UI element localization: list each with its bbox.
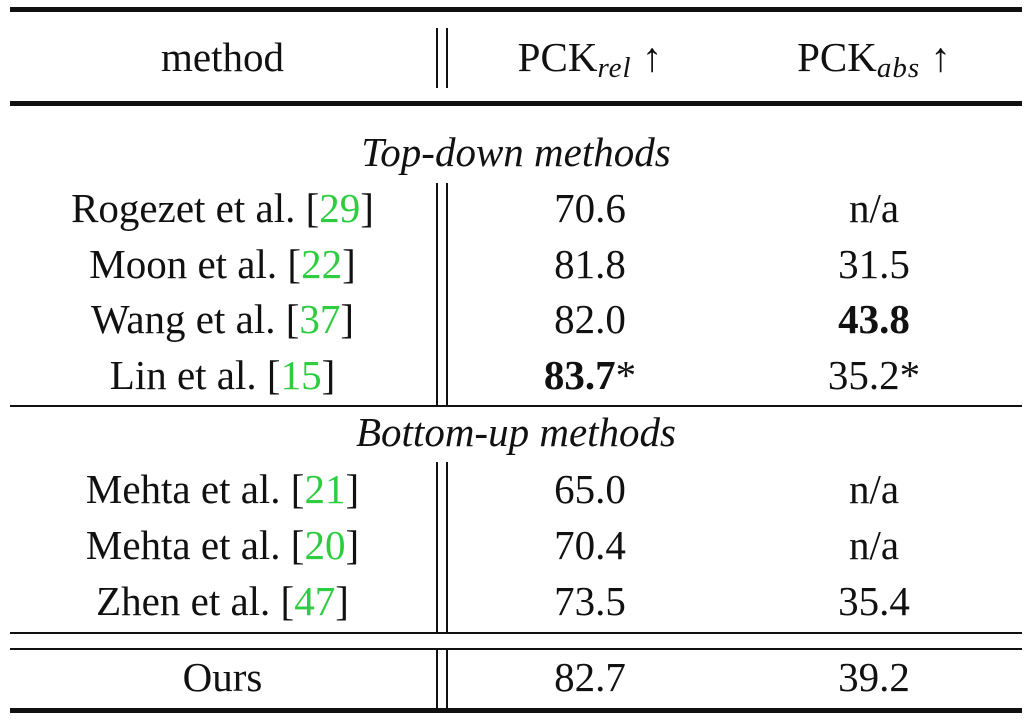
header-method: method xyxy=(161,34,284,80)
header-pck-rel: PCKrel ↑ xyxy=(517,34,663,84)
row-method: Rogezet et al. [29] xyxy=(71,185,374,231)
row-method: Mehta et al. [20] xyxy=(85,522,360,568)
vsep-top-left xyxy=(436,183,438,405)
citation-link[interactable]: 29 xyxy=(319,185,361,231)
section-title-bottom-up: Bottom-up methods xyxy=(356,409,676,455)
section-title-top-down: Top-down methods xyxy=(361,129,671,175)
row-pck-rel: 73.5 xyxy=(554,578,626,624)
citation-link[interactable]: 37 xyxy=(299,296,341,342)
vsep-bottom-left xyxy=(436,462,438,633)
citation-link[interactable]: 15 xyxy=(280,352,322,398)
citation-link[interactable]: 22 xyxy=(301,241,343,287)
ours-method: Ours xyxy=(182,654,263,700)
vsep-top-right xyxy=(446,183,448,405)
vsep-header-left xyxy=(436,28,438,88)
row-pck-rel: 70.6 xyxy=(554,185,626,231)
row-pck-rel: 70.4 xyxy=(554,522,626,568)
ours-pck-abs: 39.2 xyxy=(838,654,910,700)
vsep-bottom-right xyxy=(446,462,448,633)
bottom-rule xyxy=(10,708,1022,713)
header-rule xyxy=(10,101,1022,106)
top-rule xyxy=(10,7,1022,12)
row-pck-rel: 81.8 xyxy=(554,241,626,287)
citation-link[interactable]: 47 xyxy=(294,578,336,624)
vsep-ours-right xyxy=(446,650,448,708)
header-pck-abs: PCKabs ↑ xyxy=(797,34,951,84)
citation-link[interactable]: 20 xyxy=(304,522,346,568)
section-divider-rule xyxy=(10,405,1022,407)
row-method: Moon et al. [22] xyxy=(89,241,356,287)
ours-pck-rel: 82.7 xyxy=(554,654,626,700)
row-pck-abs: n/a xyxy=(848,466,900,512)
row-pck-abs: 31.5 xyxy=(838,241,910,287)
row-method: Wang et al. [37] xyxy=(90,296,355,342)
row-pck-abs: n/a xyxy=(848,522,900,568)
row-method: Lin et al. [15] xyxy=(109,352,336,398)
pre-ours-rule-2 xyxy=(10,648,1022,650)
vsep-header-right xyxy=(446,28,448,88)
row-pck-abs: 35.2* xyxy=(827,352,921,398)
row-pck-abs: n/a xyxy=(848,185,900,231)
row-pck-rel-best: 83.7* xyxy=(543,352,637,398)
row-pck-abs: 35.4 xyxy=(838,578,910,624)
row-pck-rel: 65.0 xyxy=(554,466,626,512)
row-pck-abs-best: 43.8 xyxy=(838,296,910,342)
row-pck-rel: 82.0 xyxy=(554,296,626,342)
pre-ours-rule-1 xyxy=(10,632,1022,634)
row-method: Mehta et al. [21] xyxy=(85,466,360,512)
citation-link[interactable]: 21 xyxy=(304,466,346,512)
vsep-ours-left xyxy=(436,650,438,708)
row-method: Zhen et al. [47] xyxy=(96,578,349,624)
